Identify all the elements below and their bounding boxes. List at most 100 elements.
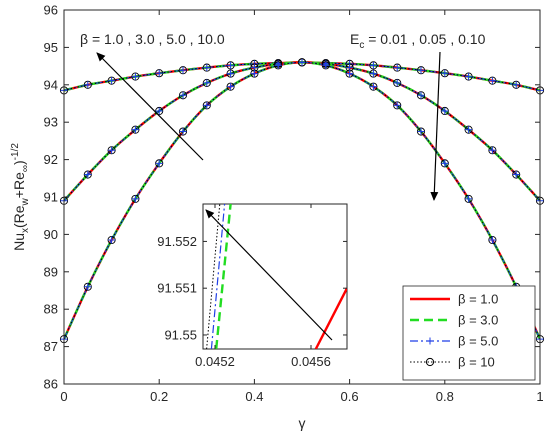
data-point-circle — [321, 61, 330, 70]
data-point-circle — [250, 69, 259, 78]
data-point-circle — [393, 63, 402, 72]
data-point-circle — [202, 101, 211, 110]
data-point-circle — [178, 127, 188, 136]
inset-chart: 0.0452 0.0456 91.55 91.551 91.552 — [157, 203, 348, 369]
data-point-circle — [107, 235, 116, 245]
data-point-plus — [84, 283, 92, 291]
data-point-circle — [512, 80, 521, 89]
data-point-circle — [393, 101, 402, 110]
data-point-plus — [441, 159, 449, 167]
data-point-plus — [488, 146, 496, 154]
data-point-circle — [369, 69, 378, 78]
data-point-plus — [417, 91, 425, 99]
data-point-circle — [83, 170, 92, 179]
data-point-circle — [226, 69, 235, 78]
legend-box — [402, 285, 536, 381]
data-point-circle — [178, 66, 188, 75]
beta-annotation: β = 1.0 , 3.0 , 5.0 , 10.0 — [80, 31, 225, 47]
data-point-circle — [155, 159, 164, 168]
data-point-plus — [84, 171, 92, 179]
data-point-plus — [369, 70, 377, 78]
data-point-circle — [393, 78, 402, 87]
inset-frame — [202, 203, 348, 350]
inset-y-tick-label: 91.55 — [164, 327, 197, 342]
legend-label: β = 10 — [458, 355, 495, 370]
data-point-plus — [108, 236, 116, 244]
data-point-circle — [178, 91, 188, 100]
data-point-plus — [155, 159, 163, 167]
data-point-plus — [250, 70, 258, 78]
data-point-circle — [464, 72, 473, 81]
data-point-plus — [227, 70, 235, 78]
data-point-circle — [107, 146, 116, 155]
data-point-circle — [274, 61, 283, 70]
y-tick-label: 96 — [44, 3, 58, 18]
data-point-plus — [203, 79, 211, 87]
data-point-circle — [297, 58, 307, 67]
data-point-circle — [131, 194, 140, 203]
data-point-plus — [84, 81, 92, 89]
data-point-plus — [203, 101, 211, 109]
ec-arrow — [430, 51, 441, 201]
data-point-circle — [440, 106, 449, 116]
data-point-circle — [107, 76, 116, 85]
inset-beta-arrow — [205, 209, 333, 341]
data-point-circle — [83, 80, 92, 89]
data-point-circle — [416, 127, 426, 136]
data-point-circle — [155, 106, 164, 116]
inset-line-2 — [215, 204, 232, 349]
data-point-plus — [227, 61, 235, 69]
data-point-plus — [441, 107, 449, 115]
data-point-plus — [322, 61, 330, 69]
data-point-plus — [179, 91, 187, 99]
data-point-plus — [298, 58, 306, 66]
data-point-plus — [108, 146, 116, 154]
data-point-plus — [465, 126, 473, 134]
data-point-circle — [440, 69, 449, 78]
inset-line-1 — [314, 287, 347, 349]
x-tick-label: 0.8 — [436, 389, 454, 404]
series-line-3 — [64, 61, 540, 340]
y-tick-label: 94 — [44, 77, 58, 92]
data-point-circle — [488, 146, 497, 155]
inset-x-tick-label: 0.0452 — [195, 354, 235, 369]
y-tick-label: 91 — [44, 190, 58, 205]
data-point-plus — [512, 81, 520, 89]
data-point-plus — [465, 195, 473, 203]
data-point-circle — [131, 72, 140, 81]
data-point-plus — [369, 83, 377, 91]
data-point-circle — [416, 91, 426, 100]
legend-label: β = 1.0 — [458, 292, 498, 307]
data-point-plus — [417, 128, 425, 136]
data-point-plus — [512, 171, 520, 179]
data-point-circle — [488, 76, 497, 85]
data-point-plus — [369, 61, 377, 69]
y-tick-label: 93 — [44, 115, 58, 130]
data-point-plus — [131, 195, 139, 203]
data-point-circle — [226, 61, 235, 70]
y-tick-label: 92 — [44, 152, 58, 167]
data-point-plus — [393, 64, 401, 72]
legend-marker-plus — [426, 337, 434, 345]
data-point-plus — [465, 73, 473, 81]
data-point-plus — [131, 126, 139, 134]
x-tick-label: 0.2 — [150, 389, 168, 404]
legend-label: β = 5.0 — [458, 334, 498, 349]
data-point-plus — [417, 66, 425, 74]
legend: β = 1.0 β = 3.0 β = 5.0 β = 10 — [402, 285, 536, 381]
y-tick-label: 95 — [44, 40, 58, 55]
beta-arrow — [96, 52, 204, 161]
x-tick-label: 1 — [536, 389, 543, 404]
data-point-circle — [202, 78, 211, 87]
x-axis-label: γ — [299, 415, 306, 431]
data-point-plus — [393, 79, 401, 87]
data-point-circle — [488, 235, 497, 245]
inset-y-tick-label: 91.552 — [157, 234, 197, 249]
data-point-circle — [83, 282, 92, 291]
data-point-circle — [369, 61, 378, 70]
data-point-circle — [155, 69, 164, 78]
series-line-4 — [64, 61, 540, 91]
data-point-circle — [512, 170, 521, 179]
data-point-plus — [488, 77, 496, 85]
x-tick-label: 0.4 — [245, 389, 263, 404]
